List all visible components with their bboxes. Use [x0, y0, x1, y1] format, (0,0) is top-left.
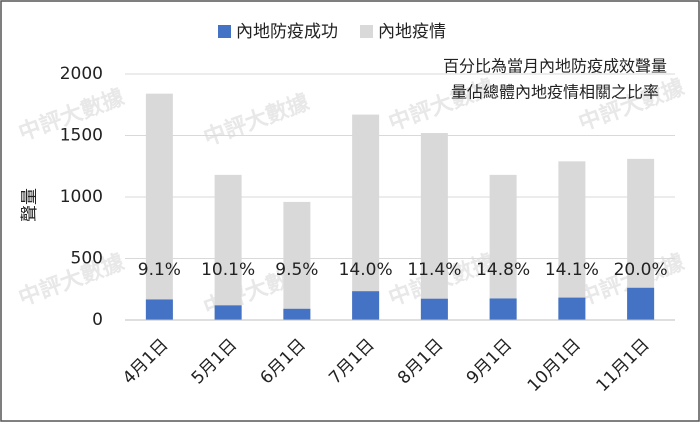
bar [283, 201, 311, 320]
bar [627, 287, 655, 320]
percent-label: 10.1% [201, 260, 255, 280]
percent-label: 11.4% [407, 260, 461, 280]
bar [145, 299, 173, 320]
bar [420, 298, 448, 320]
bar [489, 174, 517, 320]
y-tick-label: 500 [71, 249, 103, 269]
legend-swatch [218, 25, 231, 38]
bar [558, 297, 586, 320]
bar [420, 133, 448, 320]
annotation: 量佔總體內地疫情相關之比率 [451, 83, 659, 102]
bar [214, 305, 242, 320]
percent-label: 9.1% [138, 260, 181, 280]
y-axis-label: 聲量 [20, 188, 40, 222]
legend-label: 內地防疫成功 [236, 22, 338, 42]
legend-swatch [360, 25, 373, 38]
percent-label: 14.8% [476, 260, 530, 280]
percent-label: 14.0% [339, 260, 393, 280]
percent-label: 14.1% [545, 260, 599, 280]
percent-label: 20.0% [614, 260, 668, 280]
bar [352, 114, 380, 320]
bar [145, 93, 173, 321]
percent-label: 9.5% [275, 260, 318, 280]
bar [214, 174, 242, 320]
bar [489, 298, 517, 320]
annotation: 百分比為當月內地防疫成效聲量 [443, 57, 667, 76]
y-tick-label: 1500 [60, 126, 103, 146]
bar [283, 308, 311, 320]
legend-label: 內地疫情 [378, 22, 446, 42]
bar [558, 161, 586, 320]
y-tick-label: 0 [92, 310, 103, 330]
y-tick-label: 1000 [60, 187, 103, 207]
y-tick-label: 2000 [60, 64, 103, 84]
bar [352, 291, 380, 320]
